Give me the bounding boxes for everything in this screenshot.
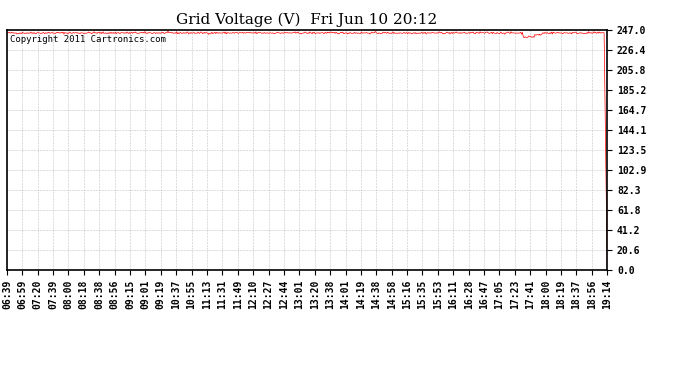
- Text: Copyright 2011 Cartronics.com: Copyright 2011 Cartronics.com: [10, 35, 166, 44]
- Title: Grid Voltage (V)  Fri Jun 10 20:12: Grid Voltage (V) Fri Jun 10 20:12: [177, 13, 437, 27]
